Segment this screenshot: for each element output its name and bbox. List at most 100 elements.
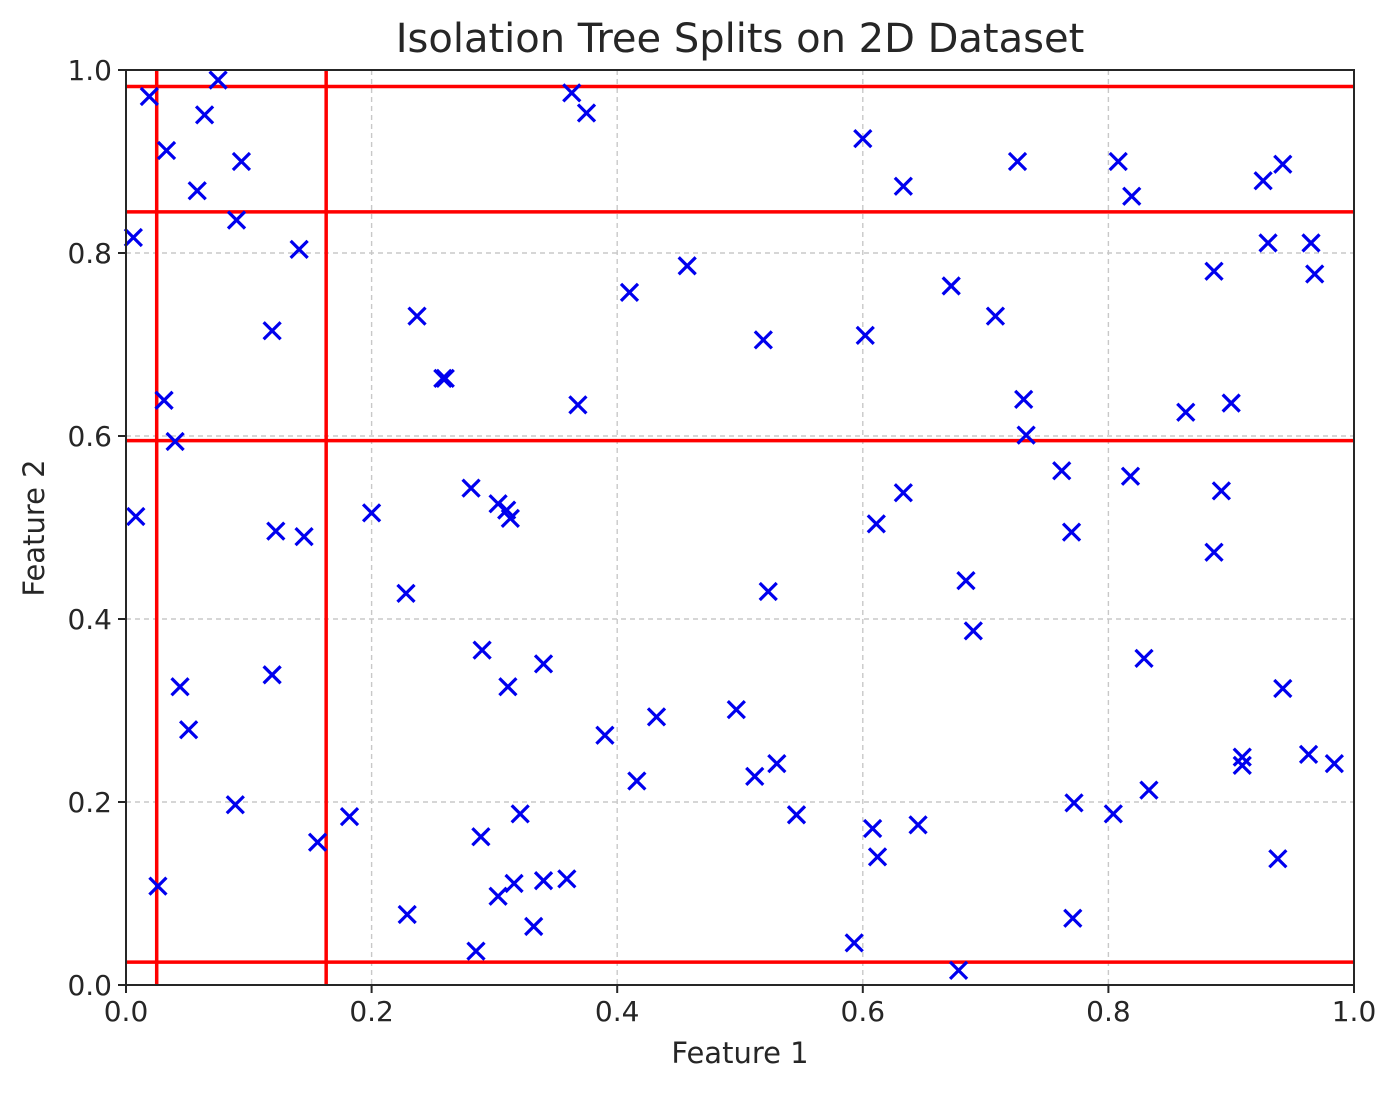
data-point-26 bbox=[853, 128, 873, 149]
data-points bbox=[123, 70, 1344, 980]
data-point-23 bbox=[619, 282, 640, 302]
data-point-91 bbox=[1139, 780, 1159, 800]
data-point-92 bbox=[1204, 542, 1224, 562]
data-point-52 bbox=[461, 478, 481, 498]
data-point-71 bbox=[745, 766, 765, 787]
data-point-67 bbox=[557, 869, 577, 889]
data-point-38 bbox=[1258, 233, 1278, 253]
x-tick-label-1: 0.2 bbox=[349, 995, 394, 1028]
chart-title: Isolation Tree Splits on 2D Dataset bbox=[396, 16, 1085, 62]
data-point-31 bbox=[1007, 151, 1028, 172]
data-point-84 bbox=[1052, 461, 1072, 481]
data-point-19 bbox=[435, 368, 455, 388]
data-point-70 bbox=[726, 699, 746, 720]
data-point-61 bbox=[627, 771, 647, 791]
y-tick-label-5: 1.0 bbox=[67, 54, 112, 87]
split-lines bbox=[126, 70, 1354, 985]
data-point-64 bbox=[504, 873, 524, 894]
data-point-30 bbox=[985, 306, 1006, 326]
data-point-22 bbox=[568, 395, 588, 415]
data-point-94 bbox=[1232, 747, 1252, 767]
data-point-42 bbox=[1176, 402, 1196, 422]
y-tick-label-1: 0.2 bbox=[67, 786, 112, 819]
data-point-75 bbox=[866, 514, 886, 534]
data-point-46 bbox=[262, 665, 282, 685]
data-point-17 bbox=[407, 306, 427, 326]
data-point-83 bbox=[963, 621, 983, 641]
data-point-1 bbox=[208, 70, 228, 90]
data-point-24 bbox=[677, 256, 697, 276]
data-point-99 bbox=[1324, 753, 1344, 774]
data-point-69 bbox=[466, 941, 486, 961]
data-point-58 bbox=[533, 654, 554, 674]
data-point-89 bbox=[1120, 466, 1141, 486]
y-tick-label-2: 0.4 bbox=[67, 603, 112, 636]
data-point-39 bbox=[1273, 154, 1293, 174]
data-point-16 bbox=[396, 583, 416, 604]
data-point-37 bbox=[1253, 171, 1273, 191]
data-point-74 bbox=[786, 805, 807, 825]
data-point-73 bbox=[758, 581, 778, 602]
data-point-11 bbox=[165, 431, 185, 452]
tick-labels: 0.0 0.2 0.4 0.6 0.8 1.0 0.0 0.2 0.4 0.6 0.8 1.0 bbox=[67, 54, 1376, 1028]
data-point-29 bbox=[941, 276, 961, 296]
data-point-87 bbox=[1063, 908, 1083, 928]
data-point-36 bbox=[1204, 261, 1224, 281]
data-point-21 bbox=[576, 103, 597, 123]
x-tick-label-5: 1.0 bbox=[1332, 995, 1377, 1028]
data-point-32 bbox=[1014, 389, 1034, 410]
data-point-43 bbox=[1221, 393, 1241, 413]
data-point-77 bbox=[862, 818, 883, 839]
data-point-65 bbox=[488, 886, 508, 906]
y-tick-label-4: 0.8 bbox=[67, 237, 112, 270]
data-point-59 bbox=[595, 725, 615, 745]
data-point-33 bbox=[1016, 425, 1036, 445]
data-point-47 bbox=[225, 795, 245, 815]
data-point-56 bbox=[472, 640, 492, 660]
x-tick-label-0: 0.0 bbox=[104, 995, 149, 1028]
axes bbox=[125, 69, 1355, 986]
data-point-97 bbox=[1268, 849, 1288, 869]
data-point-12 bbox=[126, 506, 146, 527]
data-point-63 bbox=[510, 804, 530, 824]
data-point-55 bbox=[500, 508, 520, 528]
data-point-93 bbox=[1211, 481, 1232, 501]
data-point-51 bbox=[397, 904, 417, 925]
data-point-25 bbox=[753, 330, 773, 350]
data-point-28 bbox=[893, 176, 913, 196]
data-point-66 bbox=[533, 871, 554, 891]
data-point-44 bbox=[170, 677, 190, 697]
plot-frame bbox=[125, 69, 1355, 986]
data-point-96 bbox=[1273, 678, 1293, 699]
x-axis-label: Feature 1 bbox=[671, 1036, 808, 1070]
data-point-15 bbox=[361, 503, 382, 523]
x-tick-label-2: 0.4 bbox=[595, 995, 640, 1028]
data-point-45 bbox=[178, 720, 199, 740]
data-point-78 bbox=[867, 847, 888, 867]
data-point-85 bbox=[1061, 522, 1082, 542]
data-point-13 bbox=[266, 521, 286, 541]
data-point-88 bbox=[1103, 804, 1123, 824]
data-point-68 bbox=[524, 916, 544, 937]
data-point-8 bbox=[289, 239, 309, 259]
data-point-79 bbox=[908, 815, 928, 835]
data-point-81 bbox=[948, 960, 969, 980]
data-point-2 bbox=[156, 140, 177, 161]
data-point-34 bbox=[1108, 151, 1128, 172]
data-point-50 bbox=[339, 807, 360, 827]
data-point-10 bbox=[154, 390, 174, 410]
data-point-60 bbox=[646, 707, 667, 727]
data-point-20 bbox=[562, 83, 582, 103]
data-point-27 bbox=[855, 325, 875, 345]
data-point-80 bbox=[844, 933, 864, 953]
data-point-95 bbox=[1232, 755, 1252, 776]
data-point-18 bbox=[433, 368, 453, 388]
data-point-90 bbox=[1134, 648, 1154, 668]
data-point-72 bbox=[767, 753, 787, 774]
data-point-86 bbox=[1064, 793, 1084, 813]
x-tick-label-4: 0.8 bbox=[1086, 995, 1131, 1028]
x-tick-label-3: 0.6 bbox=[841, 995, 886, 1028]
data-point-40 bbox=[1301, 233, 1321, 253]
